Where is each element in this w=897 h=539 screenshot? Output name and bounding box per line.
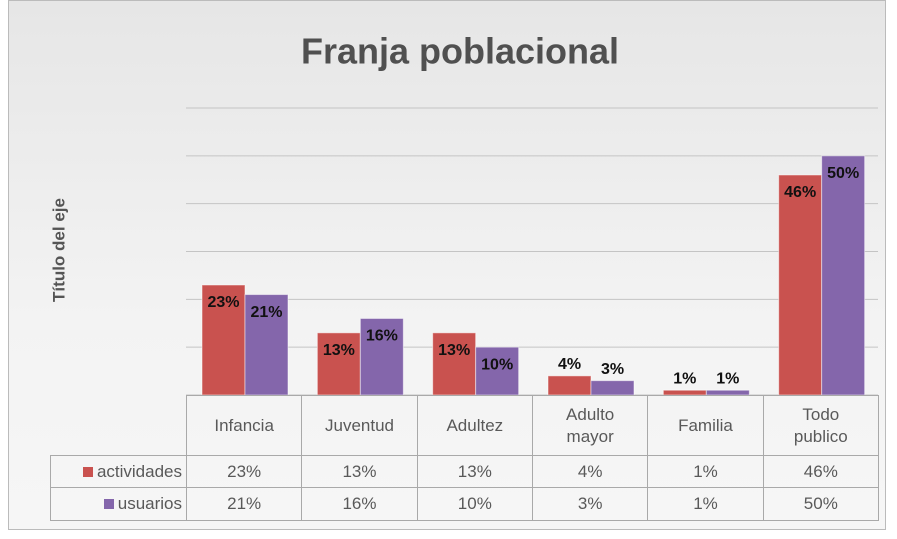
bar [244, 294, 289, 396]
x-tick-label: Todo publico [793, 404, 848, 446]
table-value: 23% [186, 455, 303, 488]
table-legend-cell: actividades [50, 455, 187, 488]
table-category: Adulto mayor [532, 395, 649, 456]
table-value: 1% [647, 455, 764, 488]
x-tick-label: Familia [678, 415, 733, 435]
data-label: 3% [601, 361, 624, 378]
table-category: Juventud [301, 395, 418, 456]
data-label: 16% [366, 328, 398, 345]
y-axis-title: Título del eje [49, 198, 68, 302]
table-value: 16% [301, 487, 418, 521]
table-value: 13% [416, 455, 533, 488]
table-value: 21% [186, 487, 303, 521]
data-label: 4% [558, 356, 581, 373]
legend-label: actividades [96, 461, 182, 481]
chart-area [8, 0, 886, 530]
bar [590, 380, 635, 396]
data-label: 50% [827, 165, 859, 182]
bar [547, 375, 592, 396]
legend-swatch [82, 466, 93, 477]
x-tick-label: Infancia [214, 415, 274, 435]
table-value: 46% [762, 455, 879, 488]
table-value: 10% [416, 487, 533, 521]
data-label: 10% [481, 356, 513, 373]
data-label: 1% [673, 370, 696, 387]
table-value: 3% [532, 487, 649, 521]
bar [475, 346, 520, 396]
data-label: 13% [438, 342, 470, 359]
table-value: 13% [301, 455, 418, 488]
table-category: Adultez [416, 395, 533, 456]
data-label: 13% [323, 342, 355, 359]
table-legend-cell: usuarios [50, 487, 187, 521]
legend-label: usuarios [117, 494, 182, 513]
data-label: 1% [716, 370, 739, 387]
x-tick-label: Juventud [324, 415, 394, 435]
table-value: 50% [762, 487, 879, 521]
table-category: Familia [647, 395, 764, 456]
data-label: 46% [784, 184, 816, 201]
chart-title: Franja poblacional [301, 31, 619, 72]
bar [359, 317, 404, 396]
data-label: 21% [250, 304, 282, 321]
bar [821, 155, 866, 396]
table-category: Infancia [186, 395, 303, 456]
x-tick-label: Adulto mayor [566, 404, 615, 446]
bar [778, 174, 823, 396]
x-tick-label: Adultez [446, 415, 504, 435]
legend-swatch [103, 499, 114, 509]
data-label: 23% [207, 294, 239, 311]
table-category: Todo publico [762, 395, 879, 456]
table-value: 4% [532, 455, 649, 488]
bar [432, 332, 477, 396]
table-value: 1% [647, 487, 764, 521]
